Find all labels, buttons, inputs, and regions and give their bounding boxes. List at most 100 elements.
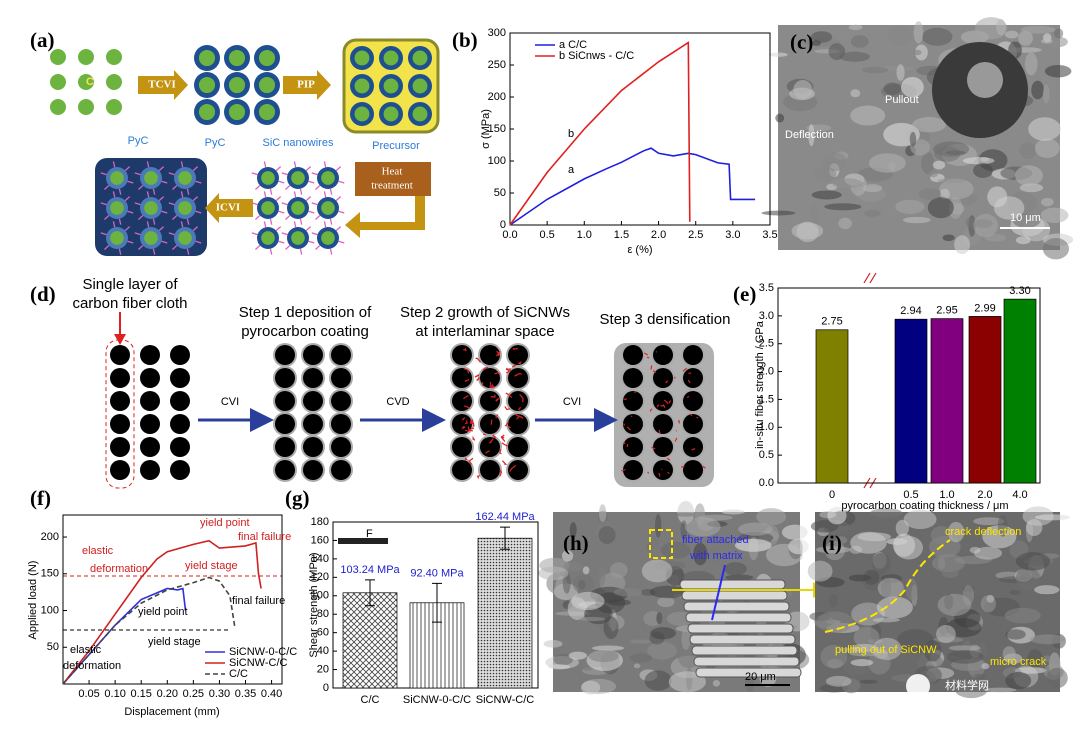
shape (140, 345, 160, 365)
shape (308, 240, 315, 244)
shape (623, 391, 643, 411)
shape (104, 214, 110, 220)
y-tick-label: 1.0 (759, 421, 774, 433)
shape (928, 169, 939, 178)
shape (683, 414, 703, 434)
shape (936, 624, 956, 644)
shape (124, 166, 131, 172)
shape (112, 221, 116, 228)
shape (198, 76, 216, 94)
shape (275, 166, 282, 172)
shape (281, 232, 288, 236)
shape (1005, 30, 1019, 39)
shape (896, 64, 905, 81)
shape (468, 457, 474, 465)
y-tick-label: 0.5 (759, 449, 774, 461)
shape (144, 201, 158, 215)
shape (641, 559, 673, 583)
shape (658, 429, 661, 434)
shape (311, 232, 318, 236)
shape (864, 209, 881, 217)
shape (476, 377, 481, 381)
shape (291, 201, 305, 215)
value-label: 92.40 MPa (410, 567, 464, 579)
shape (623, 414, 643, 434)
shape (712, 679, 721, 687)
x-tick-label: 1.0 (577, 229, 592, 241)
shape (918, 188, 942, 200)
shape (178, 171, 192, 185)
shape (261, 171, 275, 185)
shape (711, 564, 726, 621)
shape (850, 105, 886, 126)
label: PyC (128, 135, 149, 147)
shape (110, 414, 130, 434)
shape (902, 216, 931, 224)
shape (269, 248, 273, 255)
shape (303, 414, 323, 434)
shape (338, 240, 345, 244)
shape (906, 674, 930, 698)
shape (516, 415, 524, 420)
shape (195, 210, 202, 214)
shape (668, 400, 672, 404)
value-label: 3.30 (1009, 285, 1030, 297)
y-tick-label: 250 (488, 59, 506, 71)
shape (769, 52, 788, 57)
shape (331, 391, 351, 411)
label: 20 μm (745, 671, 776, 683)
shape (816, 611, 854, 633)
shape (609, 562, 628, 578)
error-bar (365, 579, 375, 607)
shape (973, 546, 1003, 560)
shape (480, 437, 500, 457)
shape (489, 381, 492, 388)
annotation: yield point (200, 517, 250, 529)
annotation: elastic (70, 644, 102, 656)
shape (598, 526, 616, 544)
shape (291, 171, 305, 185)
shape (124, 196, 131, 202)
shape (461, 425, 466, 430)
shape (134, 202, 141, 206)
shape (140, 414, 160, 434)
panel-label: (d) (30, 282, 56, 306)
shape (161, 180, 168, 184)
shape (909, 131, 917, 147)
shape (251, 232, 258, 236)
shape (996, 19, 1006, 36)
shape (263, 191, 267, 198)
shape (482, 366, 489, 371)
shape (303, 437, 323, 457)
bar (894, 318, 928, 484)
shape (186, 188, 190, 195)
shape (887, 25, 913, 46)
shape (683, 460, 703, 480)
shape (464, 420, 468, 425)
label: PyC (205, 137, 226, 149)
shape (275, 196, 282, 202)
shape (275, 226, 282, 232)
panel-label: (h) (563, 531, 589, 555)
shape (269, 188, 273, 195)
shape (997, 514, 1008, 537)
shape (504, 406, 511, 411)
shape (299, 218, 303, 225)
shape (683, 368, 703, 388)
shape (974, 673, 986, 679)
shape (1015, 236, 1031, 245)
x-tick-label: 3.0 (725, 229, 740, 241)
shape (932, 160, 946, 170)
shape (810, 520, 839, 533)
shape (285, 184, 291, 190)
annotation: yield stage (148, 636, 201, 648)
shape (258, 103, 276, 121)
shape (323, 191, 327, 198)
shape (689, 634, 796, 645)
shape (651, 446, 656, 450)
shape (263, 161, 267, 168)
x-tick-label: 2.5 (688, 229, 703, 241)
y-tick-label: 150 (488, 123, 506, 135)
shape (623, 441, 626, 445)
shape (464, 379, 470, 382)
